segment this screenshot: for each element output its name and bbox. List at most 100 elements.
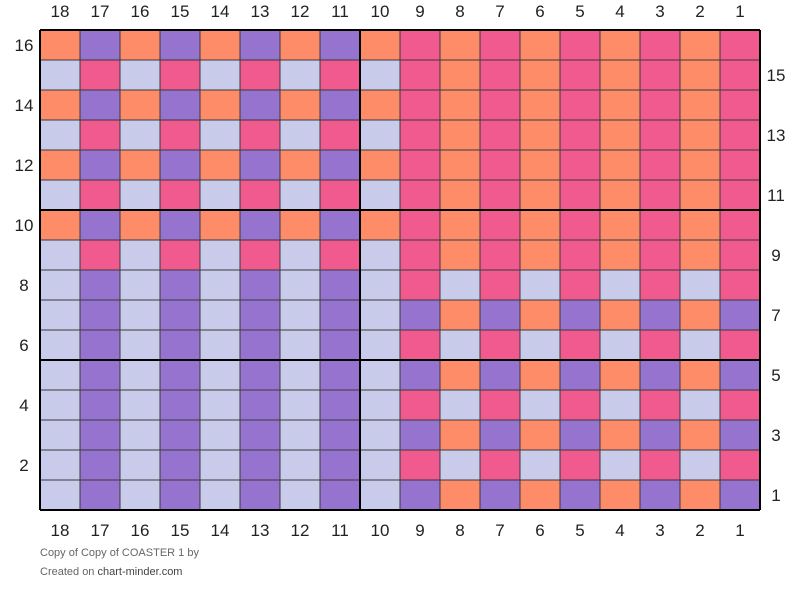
grid-cell [240, 360, 280, 390]
grid-cell [240, 120, 280, 150]
grid-cell [320, 210, 360, 240]
column-label-top: 5 [575, 2, 584, 21]
grid-cell [680, 210, 720, 240]
grid-cell [440, 420, 480, 450]
grid-cell [280, 420, 320, 450]
grid-cell [280, 210, 320, 240]
column-label-top: 11 [331, 2, 349, 21]
grid-cell [720, 210, 760, 240]
grid-cell [240, 390, 280, 420]
grid-cell [440, 210, 480, 240]
grid-cell [680, 300, 720, 330]
grid-cell [120, 90, 160, 120]
grid-cell [480, 210, 520, 240]
grid-cell [400, 300, 440, 330]
grid-cell [600, 480, 640, 510]
grid-cell [160, 480, 200, 510]
grid-cell [200, 240, 240, 270]
grid-cell [440, 450, 480, 480]
column-label-top: 9 [415, 2, 424, 21]
grid-cell [160, 330, 200, 360]
grid-cell [440, 300, 480, 330]
grid-cell [400, 240, 440, 270]
grid-cell [80, 330, 120, 360]
grid-cell [560, 480, 600, 510]
grid-cell [160, 270, 200, 300]
grid-cell [400, 270, 440, 300]
grid-cell [480, 420, 520, 450]
grid-cell [80, 150, 120, 180]
grid-cell [720, 150, 760, 180]
grid-cell [80, 360, 120, 390]
grid-cell [280, 150, 320, 180]
grid-cell [240, 270, 280, 300]
grid-cell [560, 450, 600, 480]
grid-cell [320, 270, 360, 300]
chart-title-text: Copy of Copy of COASTER 1 [40, 547, 185, 559]
grid-cell [400, 60, 440, 90]
grid-cell [40, 150, 80, 180]
column-label-bottom: 7 [495, 521, 504, 540]
grid-cell [40, 120, 80, 150]
grid-cell [200, 150, 240, 180]
grid-cell [640, 210, 680, 240]
grid-cell [680, 330, 720, 360]
grid-cell [80, 390, 120, 420]
grid-cell [400, 360, 440, 390]
grid-cell [720, 450, 760, 480]
grid-cell [400, 390, 440, 420]
axis-labels: 1818171716161515141413131212111110109988… [15, 2, 786, 540]
row-label-right: 3 [771, 426, 780, 445]
column-label-bottom: 18 [51, 521, 70, 540]
grid-cell [480, 120, 520, 150]
row-label-left: 14 [15, 96, 34, 115]
grid-cell [520, 450, 560, 480]
grid-cell [480, 300, 520, 330]
grid-cell [600, 330, 640, 360]
row-label-left: 10 [15, 216, 34, 235]
grid-cell [320, 390, 360, 420]
grid-cell [160, 360, 200, 390]
row-label-left: 2 [19, 456, 28, 475]
grid-cell [520, 30, 560, 60]
grid-cell [360, 330, 400, 360]
credit-site-link[interactable]: chart-minder.com [97, 566, 183, 578]
grid-cell [280, 240, 320, 270]
grid-cell [720, 270, 760, 300]
grid-cell [160, 30, 200, 60]
grid-cell [680, 30, 720, 60]
grid-cell [520, 60, 560, 90]
grid-cell [240, 480, 280, 510]
grid-cell [240, 330, 280, 360]
grid-cell [520, 270, 560, 300]
grid-cell [40, 60, 80, 90]
grid-cell [400, 420, 440, 450]
grid-cell [320, 480, 360, 510]
grid-cell [200, 60, 240, 90]
grid-cell [280, 300, 320, 330]
grid-cell [240, 180, 280, 210]
column-label-top: 10 [371, 2, 390, 21]
grid-cell [520, 90, 560, 120]
grid-cell [360, 480, 400, 510]
grid-cell [80, 480, 120, 510]
column-label-bottom: 16 [131, 521, 150, 540]
grid-cell [600, 450, 640, 480]
grid-cell [160, 450, 200, 480]
grid-cell [680, 420, 720, 450]
grid-cell [280, 60, 320, 90]
grid-cell [320, 120, 360, 150]
column-label-top: 3 [655, 2, 664, 21]
grid-cell [40, 210, 80, 240]
column-label-bottom: 2 [695, 521, 704, 540]
grid-cell [280, 120, 320, 150]
grid-cell [600, 390, 640, 420]
grid-cell [80, 30, 120, 60]
grid-cell [520, 150, 560, 180]
column-label-bottom: 9 [415, 521, 424, 540]
grid-cell [640, 480, 680, 510]
grid-cell [560, 420, 600, 450]
grid-cell [80, 240, 120, 270]
column-label-bottom: 8 [455, 521, 464, 540]
grid-cell [40, 90, 80, 120]
